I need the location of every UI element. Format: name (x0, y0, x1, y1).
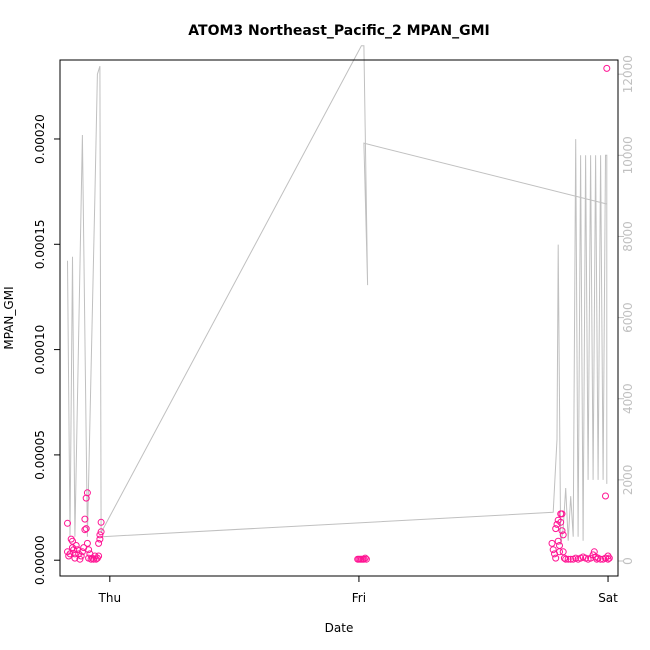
data-point (558, 510, 566, 518)
chart-title: ATOM3 Northeast_Pacific_2 MPAN_GMI (188, 23, 489, 39)
x-tick-label: Fri (352, 591, 366, 605)
data-point (603, 64, 611, 72)
data-point (77, 552, 85, 560)
data-point (362, 555, 370, 563)
data-point (548, 539, 556, 547)
data-point (83, 539, 91, 547)
data-point (360, 555, 368, 563)
data-point (559, 531, 567, 539)
data-point (552, 525, 560, 533)
y-tick-label: 0.00000 (33, 535, 47, 585)
data-point (81, 526, 89, 534)
data-point (552, 554, 560, 562)
altitude-series-line (67, 45, 608, 545)
data-point (605, 554, 613, 562)
y-tick-label: 0.00015 (33, 219, 47, 269)
data-point (90, 555, 98, 563)
y-tick-label: 0.00020 (33, 114, 47, 164)
data-point (95, 552, 103, 560)
data-point (554, 537, 562, 545)
plot-area (64, 45, 613, 563)
data-point (83, 489, 91, 497)
y-axis: 0.00000 0.00005 0.00010 0.00015 0.00020 (33, 114, 61, 585)
y2-tick-label: 6000 (621, 302, 635, 333)
y2-axis: 0 2000 4000 6000 8000 10000 12000 (617, 55, 635, 565)
x-tick-label: Thu (98, 591, 122, 605)
y2-tick-label: 12000 (621, 55, 635, 93)
data-point (64, 519, 71, 527)
data-point (76, 555, 84, 563)
data-point (604, 555, 612, 563)
y2-tick-label: 2000 (621, 465, 635, 496)
y-tick-label: 0.00010 (33, 325, 47, 375)
data-point (557, 518, 565, 526)
data-point (97, 528, 105, 536)
x-tick-label: Sat (598, 591, 618, 605)
y2-tick-label: 0 (621, 557, 635, 565)
data-point (549, 546, 557, 554)
y2-tick-label: 4000 (621, 383, 635, 414)
data-point (95, 539, 103, 547)
x-axis-label: Date (325, 621, 354, 635)
data-point (361, 554, 369, 562)
y2-tick-label: 10000 (621, 136, 635, 174)
data-point (97, 518, 105, 526)
data-point (82, 525, 90, 533)
data-point (96, 531, 104, 539)
data-point (72, 542, 80, 549)
data-point (66, 550, 74, 558)
data-point (78, 548, 86, 556)
data-point (590, 548, 598, 556)
data-point (71, 554, 79, 562)
data-point (559, 548, 567, 556)
data-point (85, 546, 93, 554)
data-point (602, 492, 609, 500)
data-point (81, 515, 89, 523)
data-point (82, 494, 90, 502)
data-point (562, 555, 570, 563)
x-axis: Thu Fri Sat (98, 575, 618, 605)
data-point (567, 555, 575, 563)
data-point (597, 555, 605, 563)
y2-tick-label: 8000 (621, 221, 635, 252)
plot-frame (59, 59, 619, 577)
data-point (558, 527, 566, 535)
data-point (556, 548, 563, 556)
y-axis-label: MPAN_GMI (2, 286, 16, 349)
data-point (564, 555, 572, 563)
data-point (553, 520, 561, 528)
data-point (96, 535, 104, 543)
y-tick-label: 0.00005 (33, 430, 47, 480)
